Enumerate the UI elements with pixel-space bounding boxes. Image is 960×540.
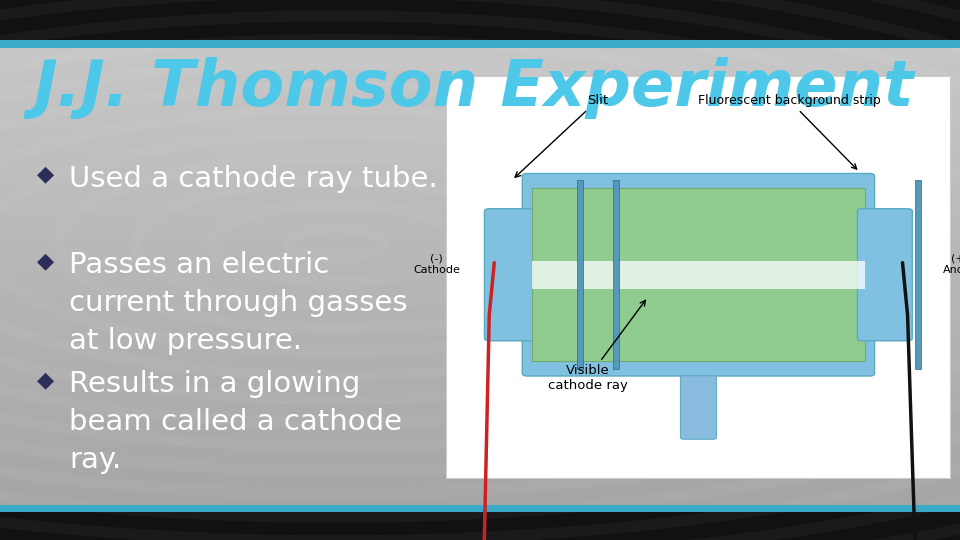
Bar <box>0 512 960 540</box>
Text: (-)
Cathode: (-) Cathode <box>413 254 460 275</box>
Bar <box>446 76 950 478</box>
Bar <box>885 255 898 295</box>
Bar <box>532 188 865 361</box>
Text: Results in a glowing
beam called a cathode
ray.: Results in a glowing beam called a catho… <box>69 370 402 474</box>
Bar <box>578 180 584 369</box>
Text: ◆: ◆ <box>36 251 54 271</box>
Text: Passes an electric
current through gasses
at low pressure.: Passes an electric current through gasse… <box>69 251 408 355</box>
Bar <box>0 0 960 40</box>
Text: Slit: Slit <box>516 94 609 177</box>
Bar <box>915 180 922 369</box>
Text: (+)
Anode: (+) Anode <box>943 254 960 275</box>
Text: J.J. Thomson Experiment: J.J. Thomson Experiment <box>34 57 914 119</box>
Text: Used a cathode ray tube.: Used a cathode ray tube. <box>69 165 438 193</box>
FancyBboxPatch shape <box>522 173 875 376</box>
Bar <box>0 505 960 512</box>
Bar <box>612 180 619 369</box>
Bar <box>0 40 960 48</box>
Text: ◆: ◆ <box>36 370 54 390</box>
Text: Fluorescent background strip: Fluorescent background strip <box>698 94 880 169</box>
FancyBboxPatch shape <box>857 208 912 341</box>
Text: Visible
cathode ray: Visible cathode ray <box>547 300 645 393</box>
Text: ◆: ◆ <box>36 165 54 185</box>
FancyBboxPatch shape <box>485 208 540 341</box>
FancyBboxPatch shape <box>681 376 716 440</box>
Bar <box>532 261 865 289</box>
Bar <box>499 255 512 295</box>
